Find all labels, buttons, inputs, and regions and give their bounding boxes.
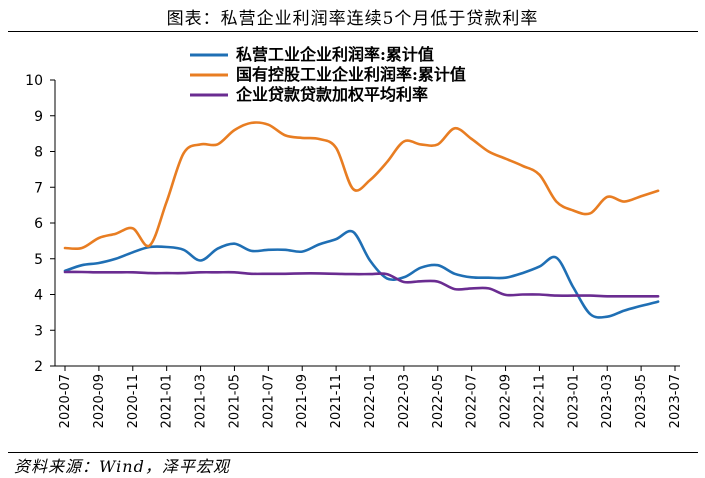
y-tick-label: 10 [25,73,43,89]
legend-item-loan-rate-label: 企业贷款贷款加权平均利率 [235,85,428,104]
x-tick-label: 2023-03 [600,374,615,428]
x-tick-label: 2022-09 [499,374,514,428]
x-tick-label: 2020-11 [126,374,141,428]
x-tick-label: 2021-03 [194,374,209,428]
x-tick-label: 2022-05 [431,374,446,428]
series-line-state-profit [63,121,660,251]
x-tick-label: 2022-11 [532,374,547,428]
x-tick-label: 2022-01 [363,374,378,428]
x-tick-label: 2023-01 [566,374,581,428]
legend-item-state-profit-label: 国有控股工业企业利润率:累计值 [236,65,466,84]
x-tick-label: 2021-01 [160,374,175,428]
series-line-private-profit [63,229,660,319]
x-tick-label: 2022-07 [465,374,480,428]
x-tick-label: 2021-05 [227,374,242,428]
page-title: 图表：私营企业利润率连续5个月低于贷款利率 [166,9,539,29]
y-tick-label: 9 [34,109,43,125]
y-tick-label: 6 [34,216,43,232]
chart-series [63,121,660,319]
y-tick-label: 3 [34,323,43,339]
x-tick-label: 2020-09 [92,374,107,428]
source-note: 资料来源：Wind，泽平宏观 [14,457,230,476]
legend-item-private-profit-label: 私营工业企业利润率:累计值 [236,45,434,64]
y-tick-label: 4 [34,288,43,304]
chart-axes: 2 3 4 5 6 7 8 9 10 2020-07 2020-09 2020-11 2021-01 20… [25,73,683,428]
x-tick-label: 2023-07 [668,374,683,428]
title-divider [8,31,698,32]
x-tick-label: 2021-09 [295,374,310,428]
y-tick-label: 7 [34,180,43,196]
y-tick-label: 2 [34,359,43,375]
y-tick-label: 5 [34,252,43,268]
x-tick-label: 2021-11 [329,374,344,428]
source-divider [8,452,698,453]
x-tick-label: 2023-05 [634,374,649,428]
x-tick-label: 2020-07 [58,374,73,428]
x-tick-label: 2022-03 [397,374,412,428]
y-tick-label: 8 [34,145,43,161]
x-tick-label: 2021-07 [261,374,276,428]
series-line-loan-rate [63,270,660,298]
